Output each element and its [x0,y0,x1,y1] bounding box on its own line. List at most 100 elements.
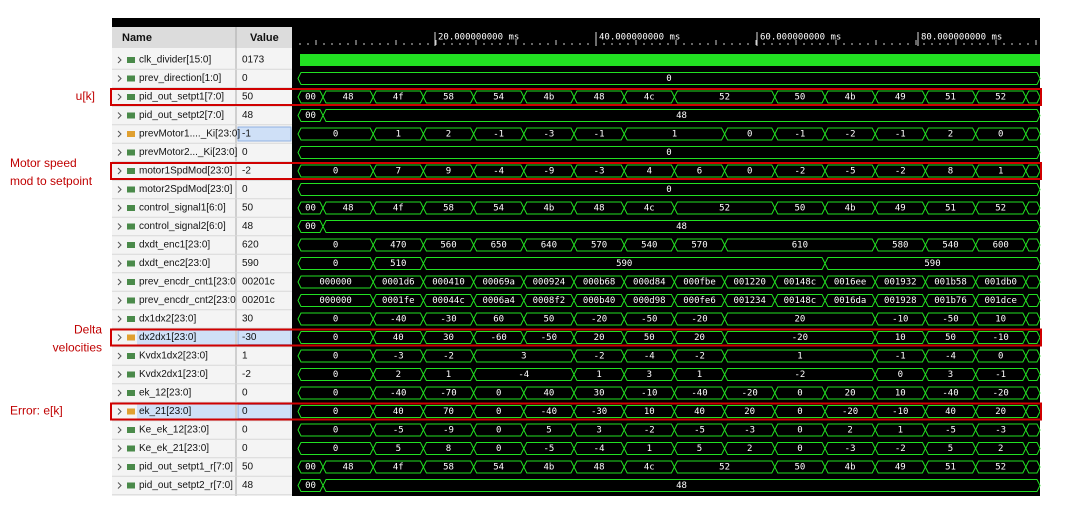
bus-value: 48 [594,93,605,103]
expand-chevron[interactable] [117,297,122,304]
signal-name[interactable]: Kvdx1dx2[23:0] [139,351,208,362]
signal-value: 00201c [242,295,275,306]
expand-chevron[interactable] [117,408,122,415]
bus-value: -40 [691,389,707,399]
bus-value: 20 [594,333,605,343]
bus-value: 48 [343,204,354,214]
bus-value: -20 [792,333,808,343]
bus-value: 001220 [733,278,766,288]
signal-name[interactable]: dx2dx1[23:0] [139,332,196,343]
bus-segment [297,183,1041,196]
bus-value: 40 [945,407,956,417]
signal-name[interactable]: ek_21[23:0] [139,406,191,417]
bus-value: 000b40 [583,296,616,306]
signal-name[interactable]: control_signal2[6:0] [139,221,226,232]
expand-chevron[interactable] [117,334,122,341]
signal-icon [127,482,135,489]
bus-value: 40 [543,389,554,399]
bus-value: 6 [697,167,702,177]
signal-name[interactable]: prevMotor1...._Ki[23:0] [139,129,240,140]
signal-name[interactable]: prev_encdr_cnt1[23:0 [139,277,236,288]
expand-chevron[interactable] [117,149,122,156]
bus-value: -20 [993,389,1009,399]
bus-value: 0 [797,426,802,436]
bus-value: -3 [594,167,605,177]
signal-icon [127,371,135,378]
bus-value: 0 [797,444,802,454]
expand-chevron[interactable] [117,445,122,452]
bus-value: 52 [719,463,730,473]
signal-name[interactable]: pid_out_setpt2[7:0] [139,110,224,121]
bus-value: 0001d6 [382,278,415,288]
signal-name[interactable]: ek_12[23:0] [139,388,191,399]
expand-chevron[interactable] [117,482,122,489]
bus-value: 00148c [784,278,817,288]
expand-chevron[interactable] [117,186,122,193]
signal-value: 0173 [242,55,265,66]
bus-value: 52 [995,463,1006,473]
signal-name[interactable]: Kvdx2dx1[23:0] [139,369,208,380]
bus-segment [1025,275,1041,289]
bus-value: 50 [644,333,655,343]
expand-chevron[interactable] [117,167,122,175]
signal-name[interactable]: dx1dx2[23:0] [139,314,196,325]
bus-value: 00 [305,463,316,473]
signal-name[interactable]: pid_out_setpt2_r[7:0] [139,480,233,491]
bus-value: 54 [493,463,504,473]
signal-name[interactable]: prevMotor2..._Ki[23:0] [139,147,238,158]
bus-value: 0 [333,426,338,436]
expand-chevron[interactable] [117,75,122,82]
bus-value: -2 [694,352,705,362]
bus-value: 000d98 [633,296,666,306]
signal-name[interactable]: Ke_ek_12[23:0] [139,425,209,436]
signal-icon [127,427,135,433]
bus-value: 0 [496,407,501,417]
signal-name[interactable]: dxdt_enc2[23:0] [139,258,210,269]
signal-name[interactable]: clk_divider[15:0] [139,55,211,66]
bus-segment [1025,294,1041,307]
value-header[interactable]: Value [250,32,279,44]
bus-value: 10 [995,315,1006,325]
expand-chevron[interactable] [117,93,122,101]
name-header[interactable]: Name [122,32,152,44]
signal-name[interactable]: control_signal1[6:0] [139,203,226,214]
bus-value: 2 [998,444,1003,454]
signal-name[interactable]: pid_out_setpt1_r[7:0] [139,462,233,473]
bus-value: 9 [446,167,451,177]
bus-value: 1 [647,444,652,454]
expand-chevron[interactable] [117,130,122,138]
bus-value: 10 [895,389,906,399]
expand-chevron[interactable] [117,260,122,267]
expand-chevron[interactable] [117,371,122,378]
bus-value: 0 [333,315,338,325]
expand-chevron[interactable] [117,204,122,212]
signal-name[interactable]: Ke_ek_21[23:0] [139,443,209,454]
bus-value: 20 [744,407,755,417]
bus-value: -50 [942,315,958,325]
expand-chevron[interactable] [117,112,122,119]
expand-chevron[interactable] [117,389,122,397]
clock-bar [300,54,1040,66]
signal-name[interactable]: motor2SpdMod[23:0] [139,184,233,195]
expand-chevron[interactable] [117,426,122,434]
bus-value: 1 [797,352,802,362]
bus-value: 0 [898,370,903,380]
signal-name[interactable]: prev_direction[1:0] [139,73,221,84]
bus-value: 50 [543,315,554,325]
signal-name[interactable]: motor1SpdMod[23:0] [139,166,233,177]
expand-chevron[interactable] [117,223,122,230]
expand-chevron[interactable] [117,241,122,249]
expand-chevron[interactable] [117,278,122,286]
expand-chevron[interactable] [117,315,122,323]
signal-value: 48 [242,480,254,491]
signal-value: 1 [242,351,248,362]
expand-chevron[interactable] [117,56,122,64]
signal-name[interactable]: pid_out_setpt1[7:0] [139,92,224,103]
expand-chevron[interactable] [117,352,122,360]
bus-value: 40 [694,407,705,417]
bus-value: 00 [305,222,316,232]
expand-chevron[interactable] [117,463,122,471]
signal-name[interactable]: dxdt_enc1[23:0] [139,240,210,251]
signal-name[interactable]: prev_encdr_cnt2[23:0 [139,295,236,306]
bus-value: -4 [644,352,655,362]
